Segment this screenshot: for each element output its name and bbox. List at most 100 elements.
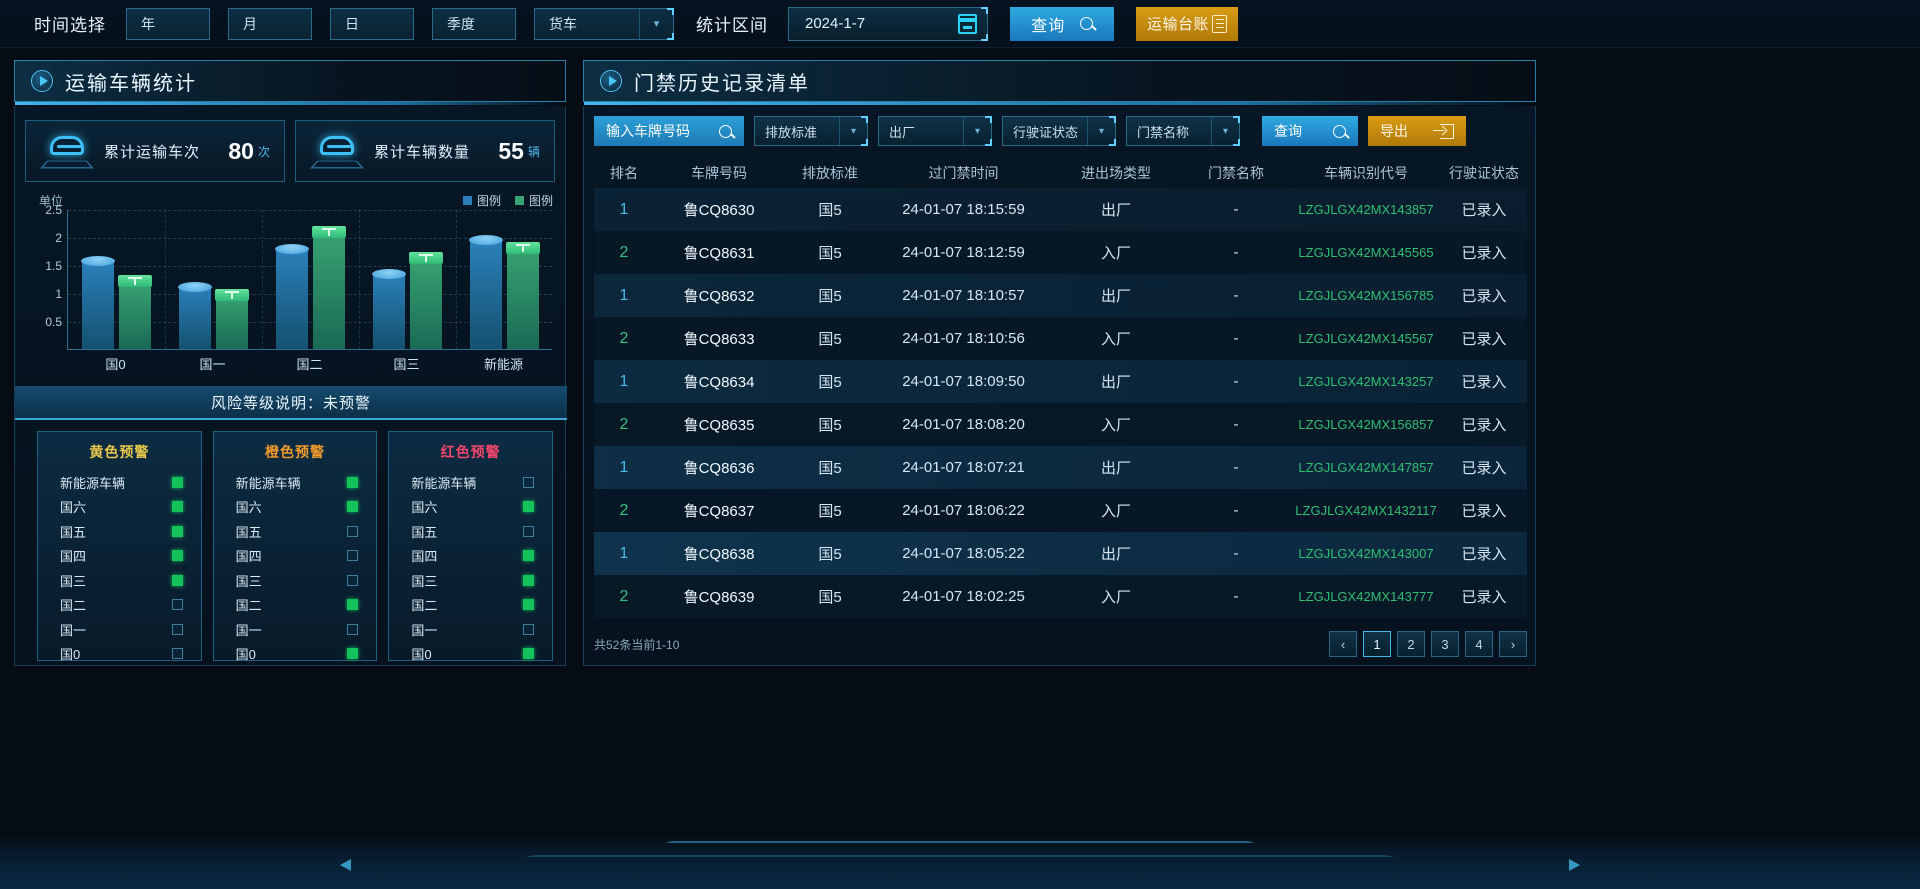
table-row[interactable]: 1 鲁CQ8632 国5 24-01-07 18:10:57 出厂 - LZGJLGX42M… <box>594 274 1527 317</box>
warning-item-label: 国三 <box>411 573 438 589</box>
warning-item-checkbox[interactable] <box>171 648 183 660</box>
risk-level-text: 风险等级说明：未预警 <box>210 394 371 412</box>
date-range-input[interactable]: 2024-1-7 <box>788 6 988 41</box>
export-button[interactable]: 导出 <box>1368 116 1466 146</box>
filter-select-emission-standard[interactable]: 排放标准 ▾ <box>754 116 868 146</box>
warning-item[interactable]: 国四 <box>38 544 201 569</box>
warning-item[interactable]: 国0 <box>214 642 377 667</box>
warning-item[interactable]: 国五 <box>214 519 377 544</box>
chart-x-label: 国二 <box>296 357 323 372</box>
pagination-prev[interactable]: ‹ <box>1329 631 1357 657</box>
period-button-month[interactable]: 月 <box>228 7 312 40</box>
period-button-day[interactable]: 日 <box>330 7 414 40</box>
warning-item[interactable]: 新能源车辆 <box>389 470 552 495</box>
warning-item[interactable]: 国四 <box>214 544 377 569</box>
warning-item[interactable]: 国一 <box>214 617 377 642</box>
table-row[interactable]: 1 鲁CQ8634 国5 24-01-07 18:09:50 出厂 - LZGJLGX42M… <box>594 360 1527 403</box>
warning-item[interactable]: 国0 <box>38 642 201 667</box>
warning-item[interactable]: 国二 <box>214 593 377 618</box>
table-row[interactable]: 2 鲁CQ8639 国5 24-01-07 18:02:25 入厂 - LZGJLGX42M… <box>594 575 1527 618</box>
chart-bar-group <box>456 209 553 349</box>
warning-item[interactable]: 国一 <box>38 617 201 642</box>
warning-item-checkbox[interactable] <box>347 648 359 660</box>
warning-item-checkbox[interactable] <box>523 501 535 513</box>
query-button[interactable]: 查询 <box>1010 6 1114 41</box>
car-icon <box>309 127 365 175</box>
warning-item[interactable]: 国六 <box>389 495 552 520</box>
warning-item[interactable]: 国六 <box>214 495 377 520</box>
left-panel-header: 运输车辆统计 <box>14 60 566 105</box>
warning-item-checkbox[interactable] <box>523 599 535 611</box>
warning-item-checkbox[interactable] <box>347 550 359 562</box>
warning-item[interactable]: 国三 <box>38 568 201 593</box>
chevron-down-icon[interactable]: ▾ <box>1211 117 1239 145</box>
warning-item[interactable]: 国一 <box>389 617 552 642</box>
warning-item-checkbox[interactable] <box>171 550 183 562</box>
chevron-down-icon[interactable]: ▾ <box>963 117 991 145</box>
pagination-next[interactable]: › <box>1499 631 1527 657</box>
warning-item[interactable]: 国二 <box>389 593 552 618</box>
chart-legend-item[interactable]: 图例 <box>462 192 501 209</box>
chevron-down-icon[interactable]: ▾ <box>1087 117 1115 145</box>
warning-item-checkbox[interactable] <box>171 525 183 537</box>
table-row[interactable]: 1 鲁CQ8638 国5 24-01-07 18:05:22 出厂 - LZGJLGX42M… <box>594 532 1527 575</box>
pagination-page-4[interactable]: 4 <box>1465 631 1493 657</box>
warning-item-checkbox[interactable] <box>523 648 535 660</box>
warning-item-checkbox[interactable] <box>523 574 535 586</box>
warning-item[interactable]: 新能源车辆 <box>214 470 377 495</box>
table-row[interactable]: 2 鲁CQ8631 国5 24-01-07 18:12:59 入厂 - LZGJLGX42M… <box>594 231 1527 274</box>
warning-item[interactable]: 国三 <box>214 568 377 593</box>
warning-item[interactable]: 国五 <box>38 519 201 544</box>
chart-bar-group <box>359 209 456 349</box>
cell-gate: - <box>1233 287 1239 304</box>
warning-item-checkbox[interactable] <box>347 476 359 488</box>
pagination-page-3[interactable]: 3 <box>1431 631 1459 657</box>
pagination-page-1[interactable]: 1 <box>1363 631 1391 657</box>
warning-item[interactable]: 国二 <box>38 593 201 618</box>
chart-bar <box>469 235 503 349</box>
warning-item-checkbox[interactable] <box>171 599 183 611</box>
warning-item[interactable]: 国五 <box>389 519 552 544</box>
transport-ledger-button[interactable]: 运输台账 <box>1136 6 1238 41</box>
warning-item-checkbox[interactable] <box>347 501 359 513</box>
warning-item[interactable]: 国三 <box>389 568 552 593</box>
filter-select-gate-name[interactable]: 门禁名称 ▾ <box>1126 116 1240 146</box>
chart-legend-item[interactable]: 图例 <box>514 192 553 209</box>
period-button-quarter[interactable]: 季度 <box>432 7 516 40</box>
warning-item-checkbox[interactable] <box>523 476 535 488</box>
warning-item-checkbox[interactable] <box>171 501 183 513</box>
filter-select-exit-factory[interactable]: 出厂 ▾ <box>878 116 992 146</box>
warning-item[interactable]: 国四 <box>389 544 552 569</box>
table-row[interactable]: 2 鲁CQ8635 国5 24-01-07 18:08:20 入厂 - LZGJLGX42M… <box>594 403 1527 446</box>
warning-item-checkbox[interactable] <box>171 623 183 635</box>
cell-time: 24-01-07 18:12:59 <box>902 244 1025 261</box>
chart-legend: 图例 图例 <box>462 192 553 209</box>
calendar-icon[interactable] <box>947 8 987 40</box>
table-row[interactable]: 2 鲁CQ8633 国5 24-01-07 18:10:56 入厂 - LZGJLGX42M… <box>594 317 1527 360</box>
chevron-down-icon[interactable]: ▾ <box>639 8 673 39</box>
table-row[interactable]: 1 鲁CQ8630 国5 24-01-07 18:15:59 出厂 - LZGJLGX42M… <box>594 188 1527 231</box>
chart-x-label: 国三 <box>393 357 420 372</box>
pagination-page-2[interactable]: 2 <box>1397 631 1425 657</box>
warning-item[interactable]: 新能源车辆 <box>38 470 201 495</box>
table-row[interactable]: 1 鲁CQ8636 国5 24-01-07 18:07:21 出厂 - LZGJLGX42M… <box>594 446 1527 489</box>
filter-select-license-status[interactable]: 行驶证状态 ▾ <box>1002 116 1116 146</box>
plate-search-input[interactable]: 输入车牌号码 <box>594 116 744 146</box>
warning-item-checkbox[interactable] <box>171 476 183 488</box>
period-button-year[interactable]: 年 <box>126 7 210 40</box>
warning-item-checkbox[interactable] <box>347 599 359 611</box>
warning-item[interactable]: 国六 <box>38 495 201 520</box>
warning-item-checkbox[interactable] <box>523 550 535 562</box>
table-query-button[interactable]: 查询 <box>1262 116 1358 146</box>
table-row[interactable]: 2 鲁CQ8637 国5 24-01-07 18:06:22 入厂 - LZGJLGX42M… <box>594 489 1527 532</box>
warning-item-checkbox[interactable] <box>347 623 359 635</box>
vehicle-type-select[interactable]: 货车 ▾ <box>534 7 674 40</box>
warning-item-checkbox[interactable] <box>523 623 535 635</box>
warning-item-checkbox[interactable] <box>523 525 535 537</box>
stat-card-vehicle-count: 累计车辆数量 55 辆 <box>295 120 555 182</box>
chevron-down-icon[interactable]: ▾ <box>839 117 867 145</box>
warning-item-checkbox[interactable] <box>347 525 359 537</box>
warning-item-checkbox[interactable] <box>347 574 359 586</box>
warning-item[interactable]: 国0 <box>389 642 552 667</box>
warning-item-checkbox[interactable] <box>171 574 183 586</box>
